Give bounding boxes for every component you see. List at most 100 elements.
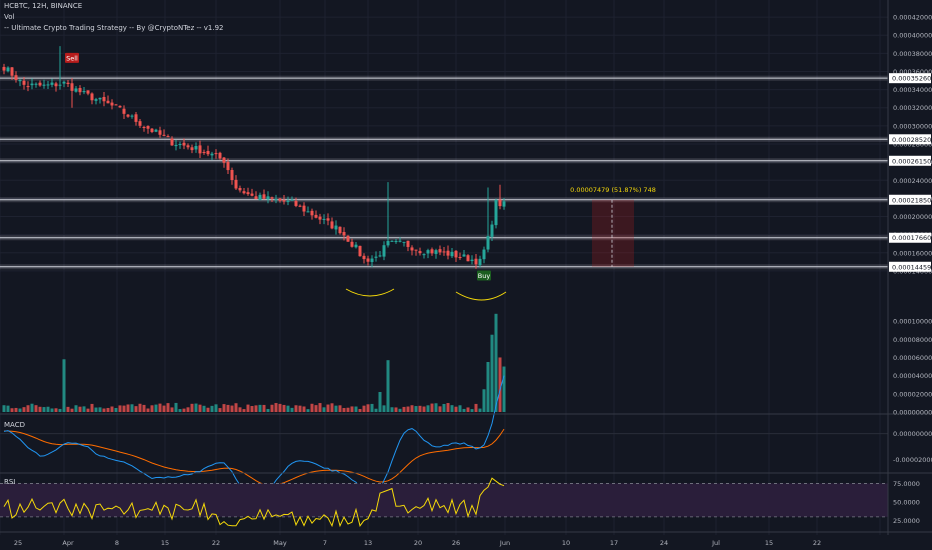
- candle-body-49: [198, 145, 202, 154]
- volume-bar-44: [178, 409, 182, 412]
- volume-bar-60: [242, 409, 246, 412]
- macd-signal-line: [4, 428, 505, 486]
- rsi-band: [0, 483, 888, 517]
- candle-body-94: [378, 255, 382, 257]
- volume-bar-78: [314, 405, 318, 412]
- volume-bar-71: [286, 405, 290, 412]
- candle-body-1: [6, 67, 10, 72]
- time-tick-15: 15: [765, 539, 773, 547]
- candle-body-8: [34, 83, 38, 85]
- candle-body-19: [78, 88, 82, 93]
- level-tag-5: 0.00014459: [892, 263, 931, 271]
- candle-body-9: [38, 82, 42, 86]
- volume-bar-55: [222, 404, 226, 412]
- price-axis[interactable]: 0.00042000 0.00040000 0.00038000 0.00036000…: [889, 14, 932, 526]
- rsi-pane: [0, 477, 888, 528]
- volume-bar-28: [114, 408, 118, 412]
- candle-body-41: [166, 136, 170, 138]
- macd-tick-1: -0.00002000: [893, 456, 932, 464]
- candle-body-23: [94, 99, 98, 101]
- volume-bar-3: [14, 407, 18, 412]
- volume-bar-79: [318, 403, 322, 412]
- volume-bar-113: [454, 406, 458, 412]
- volume-bar-0: [2, 405, 6, 412]
- candle-body-17: [70, 83, 74, 91]
- volume-bar-29: [118, 405, 122, 412]
- volume-bar-99: [398, 408, 402, 412]
- candle-body-44: [178, 144, 182, 146]
- volume-bar-109: [438, 406, 442, 412]
- volume-bar-81: [326, 404, 330, 412]
- volume-bar-98: [394, 407, 398, 412]
- volume-bar-47: [190, 403, 194, 412]
- volume-bar-105: [422, 406, 426, 412]
- volume-bar-31: [126, 404, 130, 412]
- candle-body-24: [98, 97, 102, 100]
- time-tick-12: 17: [610, 539, 618, 547]
- volume-bar-101: [406, 406, 410, 412]
- macd-tick-0: 0.00000000: [893, 430, 932, 438]
- volume-bar-125: [502, 366, 506, 412]
- volume-bar-83: [334, 405, 338, 412]
- candle-body-34: [138, 121, 142, 126]
- rsi-tick-1: 50.0000: [893, 499, 920, 507]
- candle-body-46: [186, 145, 190, 148]
- candle-body-106: [426, 250, 430, 254]
- time-axis[interactable]: 25 Apr 8 15 22 May 7 13 20 26 Jun 10 17 24 Jul 15 22: [14, 539, 821, 547]
- candle-body-56: [226, 161, 230, 171]
- candle-body-77: [310, 210, 314, 216]
- volume-bar-76: [306, 409, 310, 412]
- time-tick-3: 15: [161, 539, 169, 547]
- volume-bar-21: [86, 408, 90, 412]
- candle-body-15: [62, 81, 66, 84]
- volume-bar-7: [30, 403, 34, 412]
- volume-bar-38: [154, 404, 158, 412]
- candle-body-119: [478, 258, 482, 266]
- volume-bar-122: [490, 334, 494, 412]
- candle-body-102: [410, 247, 414, 251]
- volume-bar-61: [246, 404, 250, 412]
- candle-body-2: [10, 67, 14, 76]
- candle-body-100: [402, 241, 406, 243]
- candle-body-124: [498, 199, 502, 207]
- candle-body-60: [242, 191, 246, 194]
- candle-body-51: [206, 150, 210, 155]
- level-tag-bg-0: [889, 73, 931, 84]
- sell-badge: [65, 52, 79, 63]
- candle-body-28: [114, 104, 118, 106]
- volume-bar-107: [430, 403, 434, 412]
- candle-body-59: [238, 187, 242, 191]
- volume-bar-70: [282, 404, 286, 412]
- volume-bar-82: [330, 403, 334, 412]
- candle-body-116: [466, 255, 470, 262]
- candle-body-18: [74, 88, 78, 92]
- volume-bar-6: [26, 405, 30, 412]
- time-tick-9: 26: [452, 539, 460, 547]
- volume-bar-35: [142, 404, 146, 412]
- candle-body-74: [298, 205, 302, 207]
- candle-body-98: [394, 240, 398, 243]
- volume-bar-96: [386, 360, 390, 412]
- volume-bar-36: [146, 408, 150, 412]
- candle-body-30: [122, 108, 126, 114]
- volume-bar-50: [202, 405, 206, 412]
- candle-body-65: [262, 194, 266, 199]
- volume-bar-102: [410, 405, 414, 412]
- candle-body-73: [294, 200, 298, 206]
- candle-body-82: [330, 221, 334, 229]
- candle-body-39: [158, 130, 162, 135]
- buy-badge: [477, 270, 491, 281]
- sell-label: Sell: [66, 54, 78, 62]
- volume-tick-3: 0.00004000: [893, 372, 932, 380]
- candle-body-93: [374, 256, 378, 258]
- candles: [2, 46, 506, 269]
- level-tag-bg-5: [889, 261, 931, 272]
- volume-bar-40: [162, 405, 166, 412]
- volume-tick-0: 0.00010000: [893, 318, 932, 326]
- candle-body-103: [414, 249, 418, 251]
- volume-bar-123: [494, 313, 498, 412]
- candle-body-71: [286, 200, 290, 202]
- candle-body-125: [502, 201, 506, 207]
- volume-bar-11: [46, 406, 50, 412]
